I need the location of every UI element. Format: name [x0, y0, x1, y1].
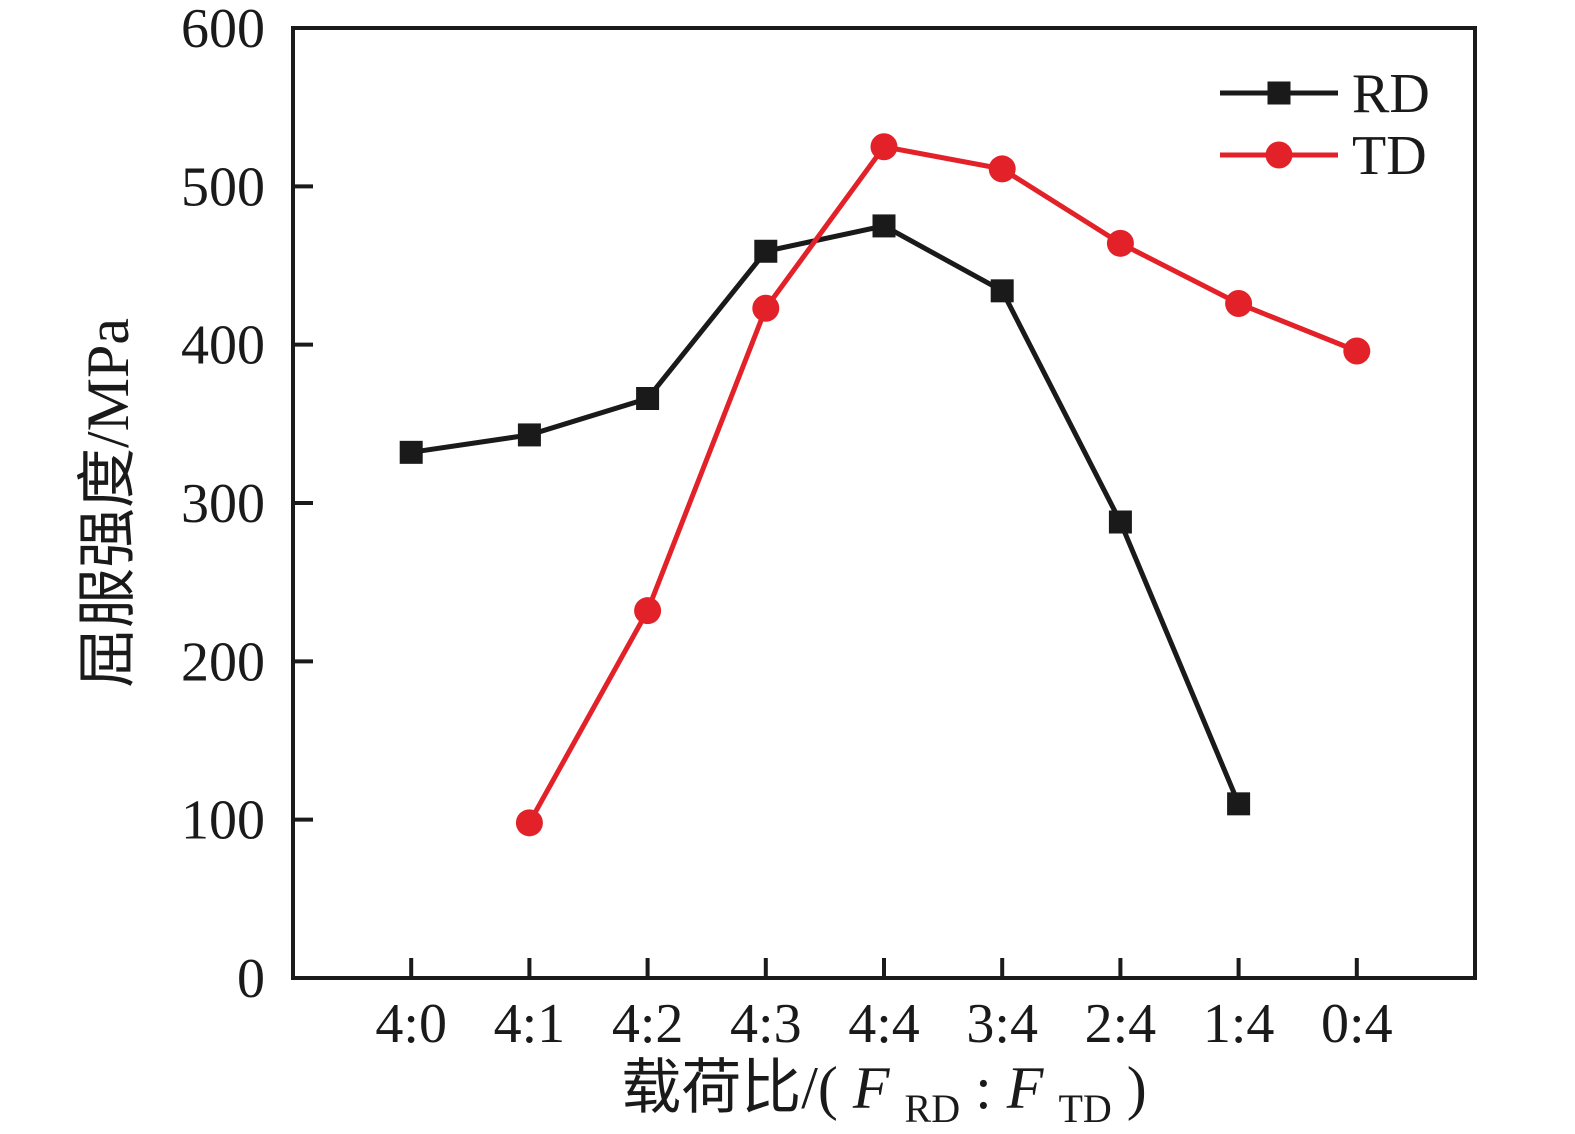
x-axis-title-colon: :	[975, 1055, 992, 1121]
data-point-circle-td	[870, 133, 898, 161]
x-tick-label: 4:2	[612, 993, 684, 1055]
data-point-circle-td	[752, 294, 780, 322]
plot-frame	[291, 26, 1477, 980]
x-tick-label: 3:4	[966, 993, 1038, 1055]
series-line-td	[527, 144, 1358, 825]
data-point-circle-td	[988, 155, 1016, 183]
data-point-circle-td	[515, 809, 543, 837]
y-tick-label: 100	[181, 790, 265, 852]
y-tick-label: 0	[237, 948, 265, 1010]
data-point-square-rd	[990, 279, 1014, 303]
x-tick-label: 4:3	[730, 993, 802, 1055]
y-tick-label: 500	[181, 156, 265, 218]
x-tick-label: 1:4	[1203, 993, 1275, 1055]
legend-label-rd: RD	[1352, 63, 1430, 125]
legend-circle-marker-td	[1265, 141, 1293, 169]
x-tick-label: 4:4	[848, 993, 920, 1055]
plot-area: 0 100 200 300 400 500 600 4:0 4:1 4:2 4:3 4:4 3:4 2:4…	[181, 0, 1477, 1055]
x-tick-label: 4:0	[375, 993, 447, 1055]
x-tick-label: 4:1	[494, 993, 566, 1055]
legend: RD TD	[1220, 63, 1430, 187]
data-point-square-rd	[754, 239, 778, 263]
data-point-square-rd	[636, 387, 660, 410]
data-point-square-rd	[1227, 792, 1251, 816]
x-axis-title-prefix: 载荷比/(	[621, 1055, 838, 1121]
y-tick-label: 200	[181, 631, 265, 693]
data-point-square-rd	[399, 440, 423, 464]
data-point-circle-td	[634, 597, 662, 625]
x-axis-title-sub2: TD	[1058, 1086, 1111, 1131]
x-tick-label: 0:4	[1321, 993, 1393, 1055]
y-tick-label: 400	[181, 315, 265, 377]
series-line-rd	[410, 223, 1241, 805]
y-tick-label: 600	[181, 0, 265, 60]
x-axis-title-suffix: )	[1127, 1055, 1147, 1121]
data-point-square-rd	[517, 423, 541, 447]
x-axis-title: 载荷比/( F RD : F TD )	[621, 1055, 1147, 1134]
data-point-square-rd	[872, 214, 896, 238]
y-axis-title: 屈服强度/MPa	[75, 318, 141, 688]
x-axis-title-sub1: RD	[905, 1086, 961, 1131]
x-tick-label: 2:4	[1085, 993, 1157, 1055]
data-point-circle-td	[1225, 290, 1253, 317]
y-tick-label: 300	[181, 473, 265, 535]
legend-square-marker-rd	[1267, 81, 1291, 105]
data-point-circle-td	[1343, 337, 1371, 365]
x-axis-title-f2: F	[1006, 1055, 1045, 1121]
data-point-circle-td	[1106, 229, 1134, 257]
x-axis-title-f1: F	[852, 1055, 891, 1121]
legend-item-rd: RD	[1220, 63, 1430, 125]
data-point-square-rd	[1108, 510, 1132, 534]
legend-label-td: TD	[1352, 125, 1427, 187]
legend-item-td: TD	[1220, 125, 1427, 187]
